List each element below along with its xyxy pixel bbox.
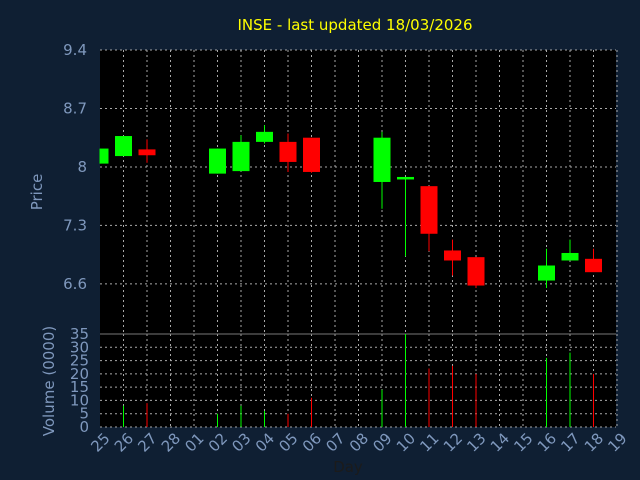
candle-up	[561, 252, 579, 261]
candle-down	[420, 186, 438, 234]
candle-down	[303, 137, 320, 172]
candle-down	[467, 257, 485, 286]
candle-up	[373, 137, 391, 182]
volume-tick-label: 35	[70, 325, 89, 343]
candle-down	[138, 149, 156, 156]
candle-down	[444, 250, 461, 261]
volume-tick-label: 15	[70, 378, 89, 396]
candle-up	[100, 148, 109, 164]
candle-down	[585, 258, 602, 273]
price-tick-label: 8	[77, 158, 87, 176]
candle-up	[232, 141, 250, 172]
volume-axis-label: Volume (0000)	[40, 326, 58, 436]
volume-tick-label: 10	[70, 391, 89, 409]
price-axis-label: Price	[28, 174, 46, 211]
price-tick-label: 6.6	[63, 275, 87, 293]
volume-tick-label: 0	[79, 418, 89, 436]
volume-tick-label: 5	[79, 405, 89, 423]
candle-up	[256, 131, 273, 142]
x-axis-label: Day	[333, 458, 363, 476]
price-tick-label: 9.4	[63, 41, 87, 59]
candle-up	[538, 265, 555, 281]
candle-up	[115, 136, 132, 157]
price-tick-label: 7.3	[63, 216, 87, 234]
grid-layer	[100, 49, 618, 428]
volume-series	[123, 334, 594, 427]
volume-tick-label: 25	[70, 352, 89, 370]
candle-down	[279, 141, 297, 162]
candle-up	[397, 176, 414, 180]
candle-up	[209, 148, 226, 174]
volume-tick-label: 30	[70, 338, 89, 356]
price-tick-label: 8.7	[63, 99, 87, 117]
chart-title: INSE - last updated 18/03/2026	[237, 16, 472, 34]
price-series	[99, 125, 602, 289]
volume-tick-label: 20	[70, 365, 89, 383]
